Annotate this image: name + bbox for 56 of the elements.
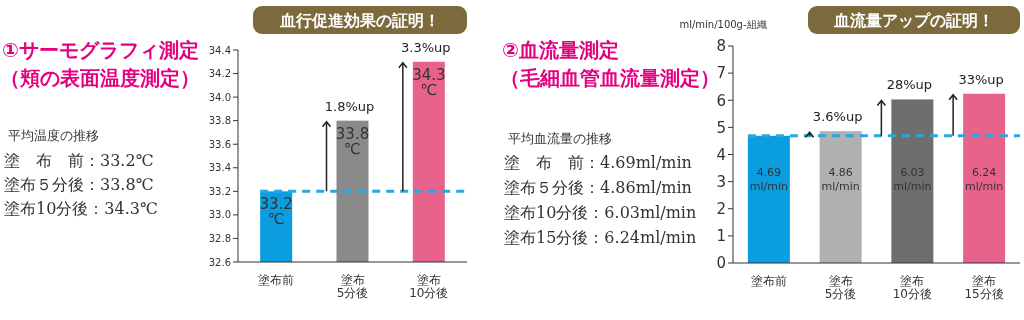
annotation: 3.3%up: [401, 39, 451, 55]
x-tick-label: 塗布前: [258, 273, 295, 287]
y-tick-label: 33.6: [208, 138, 231, 150]
x-tick-label: 塗布前: [750, 274, 787, 288]
text: 平均血流量の推移: [508, 131, 612, 146]
x-tick-label: 塗布 10分後: [409, 273, 449, 300]
text: 塗布10分後：34.3℃: [4, 199, 158, 218]
x-tick-label: 塗布 5分後: [824, 274, 857, 301]
text: 平均温度の推移: [8, 128, 99, 143]
text: 塗布５分後：33.8℃: [4, 175, 154, 194]
data-label: 4.69 ml/min: [749, 166, 789, 194]
y-axis-title: ml/min/100g-組織: [679, 19, 767, 30]
y-tick-label: 6: [716, 91, 726, 110]
y-tick-label: 32.8: [208, 232, 231, 244]
x-tick-label: 塗布 15分後: [964, 274, 1004, 301]
text: 塗 布 前：4.69ml/min: [504, 153, 692, 172]
y-tick-label: 33.2: [208, 185, 231, 197]
x-tick-label: 塗布 5分後: [336, 273, 369, 300]
text: 塗布15分後：6.24ml/min: [504, 228, 697, 247]
bar: [819, 131, 862, 263]
y-tick-label: 0: [716, 254, 726, 273]
data-label: 6.24 ml/min: [965, 166, 1004, 194]
text: （頬の表面温度測定）: [0, 66, 200, 90]
data-label: 34.3 ℃: [412, 65, 446, 99]
y-tick-label: 34.0: [208, 91, 231, 103]
annotation: 28%up: [886, 77, 933, 93]
y-tick-label: 33.8: [208, 115, 231, 127]
y-tick-label: 2: [716, 200, 726, 218]
y-tick-label: 34.4: [208, 44, 231, 56]
chart-title: ①サーモグラフィ測定: [2, 38, 199, 62]
y-tick-label: 8: [716, 37, 726, 56]
y-tick-label: 33.0: [208, 209, 231, 221]
bar: [963, 93, 1006, 263]
data-label: 4.86 ml/min: [821, 166, 860, 194]
y-tick-label: 32.6: [208, 256, 231, 268]
text: ②血流量測定: [502, 38, 619, 62]
text: 塗布10分後：6.03ml/min: [504, 203, 697, 222]
y-tick-label: 3: [716, 172, 726, 191]
annotation: 1.8%up: [324, 98, 375, 114]
data-label: 6.03 ml/min: [893, 166, 932, 194]
y-tick-label: 5: [716, 118, 726, 137]
data-label: 33.2 ℃: [259, 195, 293, 229]
bar: [891, 99, 934, 263]
text: 塗 布 前：33.2℃: [4, 151, 154, 170]
annotation: 3.6%up: [812, 109, 863, 125]
text: 血行促進効果の証明！: [279, 11, 440, 30]
bar: [747, 135, 790, 263]
data-label: 33.8 ℃: [335, 124, 370, 158]
annotation: 33%up: [958, 71, 1004, 87]
x-tick-label: 塗布 10分後: [892, 274, 933, 301]
text: 塗布５分後：4.86ml/min: [504, 178, 692, 197]
y-tick-label: 34.2: [208, 68, 231, 80]
text: 血流量アップの証明！: [833, 11, 994, 30]
y-tick-label: 1: [716, 227, 726, 246]
y-tick-label: 4: [716, 145, 726, 164]
y-tick-label: 33.4: [208, 162, 231, 174]
